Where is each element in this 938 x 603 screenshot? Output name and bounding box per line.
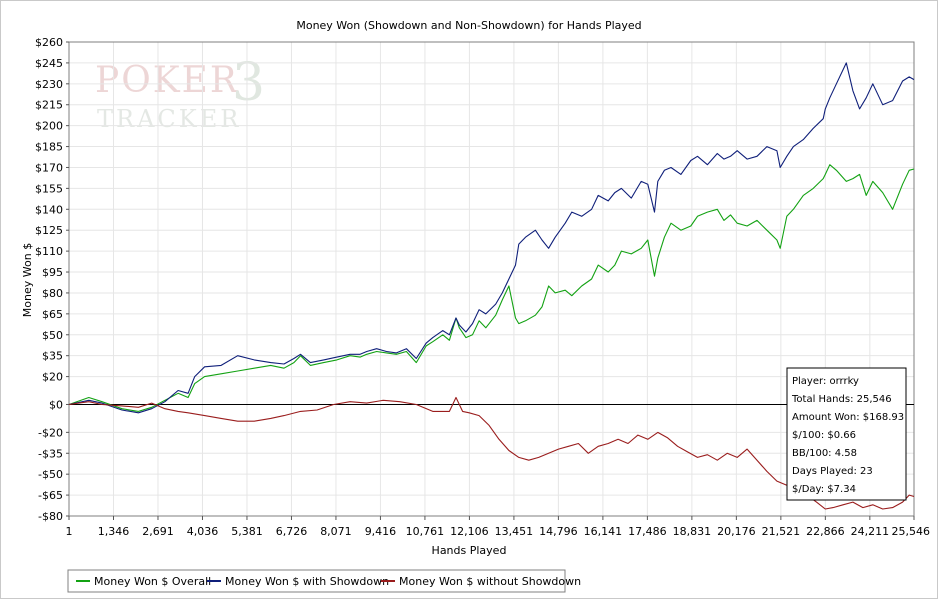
watermark-digit: 3 (232, 53, 265, 113)
y-tick-label: $260 (35, 36, 63, 49)
y-tick-label: $80 (42, 287, 63, 300)
x-tick-label: 12,106 (450, 525, 489, 538)
y-tick-label: $155 (35, 182, 63, 195)
watermark-line1: POKER (95, 60, 239, 101)
stats-per-day: $/Day: $7.34 (792, 484, 856, 495)
y-tick-label: $125 (35, 224, 63, 237)
chart-title: Money Won (Showdown and Non-Showdown) fo… (296, 19, 641, 32)
y-tick-label: -$50 (38, 468, 63, 481)
x-tick-label: 24,211 (851, 525, 890, 538)
x-tick-label: 6,726 (276, 525, 308, 538)
legend-entry: Money Won $ Overall (94, 575, 211, 588)
x-tick-label: 9,416 (365, 525, 397, 538)
x-tick-label: 21,521 (762, 525, 801, 538)
stats-player: Player: orrrky (792, 376, 859, 387)
y-tick-label: $65 (42, 308, 63, 321)
x-tick-label: 16,141 (584, 525, 623, 538)
x-tick-label: 1 (66, 525, 73, 538)
y-tick-label: $0 (49, 398, 63, 411)
stats-per-100: $/100: $0.66 (792, 430, 856, 441)
series-line-money-won-with-showdown (68, 62, 915, 414)
legend-entry: Money Won $ without Showdown (399, 575, 581, 588)
plot-frame (68, 41, 915, 517)
x-tick-label: 5,381 (231, 525, 263, 538)
x-tick-label: 20,176 (717, 525, 756, 538)
stats-total-hands: Total Hands: 25,546 (791, 394, 892, 405)
y-tick-label: $215 (35, 99, 63, 112)
x-tick-label: 10,761 (406, 525, 445, 538)
y-tick-label: $170 (35, 161, 63, 174)
x-tick-label: 14,796 (539, 525, 578, 538)
y-tick-label: $95 (42, 266, 63, 279)
y-tick-label: $245 (35, 57, 63, 70)
y-tick-label: $20 (42, 371, 63, 384)
legend-entry: Money Won $ with Showdown (225, 575, 389, 588)
x-tick-label: 18,831 (673, 525, 712, 538)
y-tick-label: $230 (35, 78, 63, 91)
x-tick-label: 25,546 (892, 525, 931, 538)
y-tick-label: $140 (35, 203, 63, 216)
y-tick-label: $35 (42, 350, 63, 363)
x-tick-label: 1,346 (98, 525, 130, 538)
x-tick-label: 17,486 (628, 525, 667, 538)
x-axis-label: Hands Played (432, 544, 507, 557)
series-line-money-won-overall (68, 164, 915, 412)
x-tick-label: 13,451 (495, 525, 534, 538)
watermark-line2: TRACKER (97, 105, 241, 133)
stats-days-played: Days Played: 23 (792, 466, 873, 477)
y-axis-label: Money Won $ (21, 243, 34, 317)
stats-box-frame (786, 367, 907, 501)
x-tick-label: 2,691 (142, 525, 174, 538)
legend: Money Won $ Overall Money Won $ with Show… (67, 569, 581, 593)
poker-tracker-logo-watermark: POKER 3 TRACKER (95, 53, 265, 133)
stats-amount-won: Amount Won: $168.93 (792, 412, 904, 423)
x-axis-ticks: 1 1,346 2,691 4,036 5,381 6,726 8,071 9,416 10,7… (66, 516, 931, 538)
y-tick-label: -$35 (38, 447, 63, 460)
x-tick-label: 4,036 (187, 525, 219, 538)
x-tick-label: 22,866 (806, 525, 845, 538)
stats-bb-per-100: BB/100: 4.58 (792, 448, 857, 459)
y-tick-label: -$20 (38, 426, 63, 439)
y-tick-label: -$80 (38, 510, 63, 523)
y-tick-label: $185 (35, 141, 63, 154)
y-tick-label: -$65 (38, 489, 63, 502)
legend-frame (67, 569, 566, 593)
y-axis-ticks: $260 $245 $230 $215 $200 $185 $170 $155 $140 $125… (35, 36, 69, 523)
y-tick-label: $200 (35, 120, 63, 133)
y-tick-label: $50 (42, 329, 63, 342)
player-stats-box: Player: orrrky Total Hands: 25,546 Amoun… (786, 367, 907, 501)
y-tick-label: $110 (35, 245, 63, 258)
x-tick-label: 8,071 (320, 525, 352, 538)
